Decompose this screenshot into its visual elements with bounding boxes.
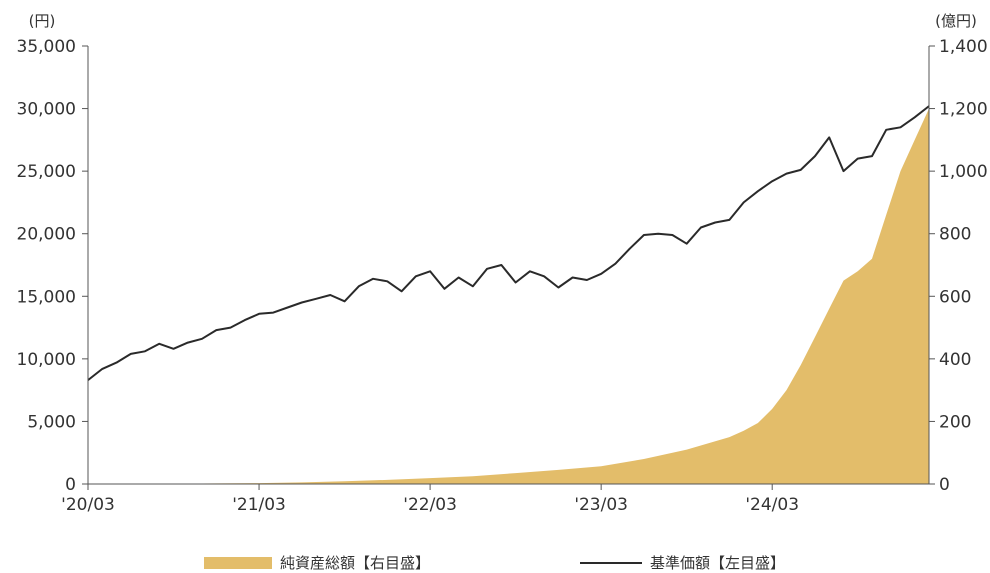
left-tick-label: 10,000 xyxy=(17,350,76,370)
right-tick-label: 600 xyxy=(939,287,971,307)
legend-swatch-area xyxy=(204,557,272,569)
left-tick-label: 5,000 xyxy=(27,412,76,432)
legend-label-net-assets: 純資産総額【右目盛】 xyxy=(280,552,430,573)
x-tick-label: '20/03 xyxy=(61,495,115,515)
x-tick-label: '24/03 xyxy=(745,495,799,515)
right-tick-label: 400 xyxy=(939,350,971,370)
x-tick-label: '21/03 xyxy=(232,495,286,515)
line-series-group xyxy=(88,106,929,380)
left-axis-unit: (円) xyxy=(29,12,56,30)
right-tick-label: 1,400 xyxy=(939,37,988,57)
area-series-group xyxy=(88,109,929,484)
right-tick-label: 800 xyxy=(939,225,971,245)
right-tick-label: 1,200 xyxy=(939,100,988,120)
left-tick-label: 35,000 xyxy=(17,37,76,57)
right-tick-label: 200 xyxy=(939,412,971,432)
left-tick-label: 0 xyxy=(65,475,76,495)
x-tick-label: '23/03 xyxy=(574,495,628,515)
legend-item-nav: 基準価額【左目盛】 xyxy=(580,552,785,573)
x-tick-label: '22/03 xyxy=(403,495,457,515)
nav-line xyxy=(88,106,929,380)
left-tick-label: 30,000 xyxy=(17,100,76,120)
legend-label-nav: 基準価額【左目盛】 xyxy=(650,552,785,573)
left-tick-label: 20,000 xyxy=(17,225,76,245)
left-tick-label: 25,000 xyxy=(17,162,76,182)
legend: 純資産総額【右目盛】 基準価額【左目盛】 xyxy=(0,552,990,572)
right-tick-label: 1,000 xyxy=(939,162,988,182)
right-axis-unit: (億円) xyxy=(935,12,977,30)
chart-svg: 0 5,000 10,000 15,000 20,000 25,000 30,000 35,0… xyxy=(0,0,990,550)
legend-swatch-line xyxy=(580,562,642,564)
legend-item-net-assets: 純資産総額【右目盛】 xyxy=(204,552,430,573)
right-tick-label: 0 xyxy=(939,475,950,495)
left-tick-label: 15,000 xyxy=(17,287,76,307)
net-assets-area xyxy=(88,109,929,484)
